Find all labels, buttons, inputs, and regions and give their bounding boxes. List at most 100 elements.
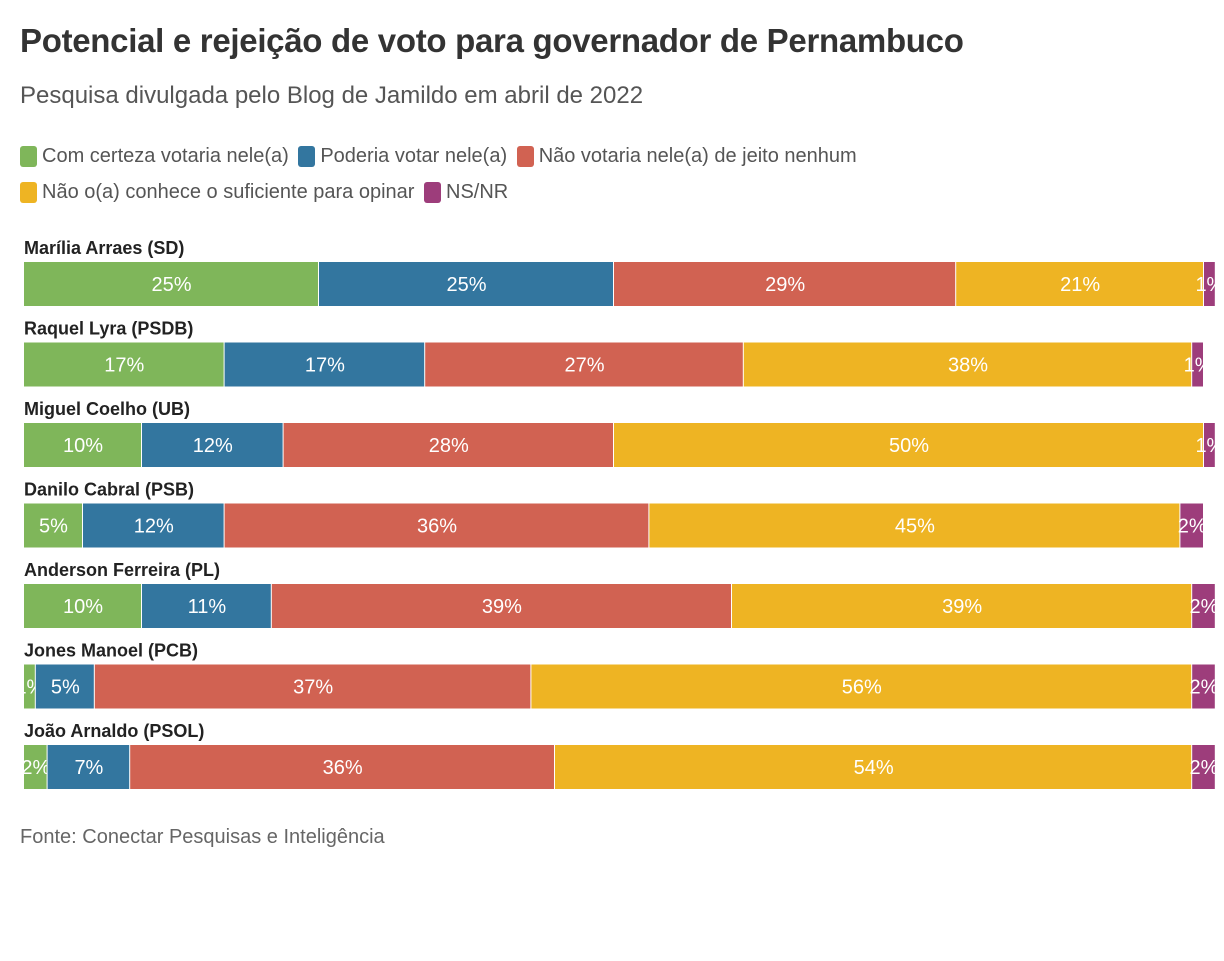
bar-segment xyxy=(555,745,1192,789)
candidate-label: Jones Manoel (PCB) xyxy=(24,641,198,661)
data-label: 38% xyxy=(948,355,988,377)
data-label: 50% xyxy=(889,435,929,457)
bar-segment xyxy=(732,584,1192,628)
data-label: 21% xyxy=(1060,274,1100,296)
legend-label-nsnr: NS/NR xyxy=(446,181,509,203)
bar-segment xyxy=(319,262,613,306)
legend-swatch-nao-votaria xyxy=(516,146,534,167)
legend-label-poderia: Poderia votar nele(a) xyxy=(320,145,508,167)
data-label: 2% xyxy=(1190,677,1219,699)
bar-segment xyxy=(614,262,956,306)
data-label: 27% xyxy=(564,355,604,377)
data-label: 17% xyxy=(305,355,345,377)
legend-swatch-certeza xyxy=(20,146,37,167)
bar-segment xyxy=(614,423,1203,467)
chart-title: Potencial e rejeição de voto para govern… xyxy=(20,22,964,59)
bar-row: Marília Arraes (SD) 25% 25% 29% 21% 1% xyxy=(24,238,1224,306)
data-label: 54% xyxy=(854,757,894,779)
legend-item-nao-votaria: Não votaria nele(a) de jeito nenhum xyxy=(516,141,857,172)
data-label: 7% xyxy=(74,757,103,779)
bar-row: Anderson Ferreira (PL) 10% 11% 39% 39% 2% xyxy=(24,560,1219,628)
legend-item-nao-conhece: Não o(a) conhece o suficiente para opina… xyxy=(20,177,414,208)
data-label: 25% xyxy=(446,274,486,296)
bar-row: Jones Manoel (PCB)1% 5% 37% 56% 2% xyxy=(15,641,1219,709)
bar-segment xyxy=(24,262,318,306)
bar-segment xyxy=(649,503,1180,548)
legend-swatch-nao-conhece xyxy=(20,182,37,203)
bar-segment xyxy=(531,664,1192,709)
bar-segment xyxy=(1180,503,1203,548)
bar-segment xyxy=(283,423,613,467)
bar-segment xyxy=(24,423,141,467)
legend-swatch-nsnr xyxy=(424,182,442,203)
bar-segment xyxy=(24,664,35,709)
candidate-label: Marília Arraes (SD) xyxy=(24,238,184,258)
bar-segment xyxy=(130,745,554,789)
data-label: 37% xyxy=(293,677,333,699)
bar-row: Raquel Lyra (PSDB) 17% 17% 27% 38% 1% xyxy=(24,319,1213,387)
data-label: 1% xyxy=(1195,435,1224,457)
data-label: 25% xyxy=(151,274,191,296)
legend-label-nao-votaria: Não votaria nele(a) de jeito nenhum xyxy=(538,145,857,167)
legend-swatch-poderia xyxy=(298,146,316,167)
bar-segment xyxy=(224,342,425,387)
data-label: 5% xyxy=(51,677,80,699)
bar-segment xyxy=(24,342,224,387)
bar-segment xyxy=(94,664,531,709)
legend-label-nao-conhece: Não o(a) conhece o suficiente para opina… xyxy=(42,181,415,203)
bar-segment xyxy=(1192,664,1215,709)
data-label: 28% xyxy=(429,435,469,457)
data-label: 2% xyxy=(1190,757,1219,779)
data-label: 10% xyxy=(63,435,103,457)
candidate-label: Raquel Lyra (PSDB) xyxy=(24,319,193,339)
data-label: 2% xyxy=(21,757,50,779)
data-label: 36% xyxy=(417,516,457,538)
data-label: 12% xyxy=(193,435,233,457)
data-label: 39% xyxy=(482,596,522,618)
source-note: Fonte: Conectar Pesquisas e Inteligência xyxy=(20,826,385,848)
bar-segment xyxy=(425,342,743,387)
legend: Com certeza votaria nele(a) Poderia vota… xyxy=(20,141,1200,213)
bar-segment xyxy=(142,423,283,467)
bar-segment xyxy=(83,503,224,548)
data-label: 29% xyxy=(765,274,805,296)
data-label: 12% xyxy=(134,516,174,538)
candidate-label: Anderson Ferreira (PL) xyxy=(24,560,220,580)
bar-segment xyxy=(224,503,649,548)
bar-segment xyxy=(956,262,1203,306)
candidate-label: Danilo Cabral (PSB) xyxy=(24,480,194,500)
bar-segment xyxy=(1192,342,1203,387)
data-label: 2% xyxy=(1178,516,1207,538)
bar-segment xyxy=(24,503,82,548)
legend-item-nsnr: NS/NR xyxy=(424,177,508,208)
bar-segment xyxy=(1192,745,1215,789)
bar-segment xyxy=(24,745,47,789)
bar-row: Danilo Cabral (PSB) 5% 12% 36% 45% 2% xyxy=(24,480,1207,548)
legend-item-certeza: Com certeza votaria nele(a) xyxy=(20,141,289,172)
candidate-label: Miguel Coelho (UB) xyxy=(24,399,190,419)
bar-segment xyxy=(1204,423,1215,467)
data-label: 5% xyxy=(39,516,68,538)
data-label: 36% xyxy=(323,757,363,779)
bar-segment xyxy=(142,584,271,628)
bar-row: João Arnaldo (PSOL) 2% 7% 36% 54% 2% xyxy=(21,721,1219,789)
data-label: 17% xyxy=(104,355,144,377)
chart-subtitle: Pesquisa divulgada pelo Blog de Jamildo … xyxy=(20,82,644,109)
bar-segment xyxy=(1192,584,1215,628)
data-label: 45% xyxy=(895,516,935,538)
bar-segment xyxy=(24,584,141,628)
bar-segment xyxy=(743,342,1192,387)
bar-segment xyxy=(1204,262,1215,306)
bar-row: Miguel Coelho (UB) 10% 12% 28% 50% 1% xyxy=(24,399,1224,467)
legend-item-poderia: Poderia votar nele(a) xyxy=(298,141,507,172)
data-label: 10% xyxy=(63,596,103,618)
legend-label-certeza: Com certeza votaria nele(a) xyxy=(42,145,289,167)
data-label: 11% xyxy=(188,596,227,618)
data-label: 1% xyxy=(1195,274,1224,296)
bar-segment xyxy=(271,584,731,628)
data-label: 1% xyxy=(1184,355,1213,377)
candidate-label: João Arnaldo (PSOL) xyxy=(24,721,204,741)
bar-segment xyxy=(35,664,94,709)
data-label: 39% xyxy=(942,596,982,618)
